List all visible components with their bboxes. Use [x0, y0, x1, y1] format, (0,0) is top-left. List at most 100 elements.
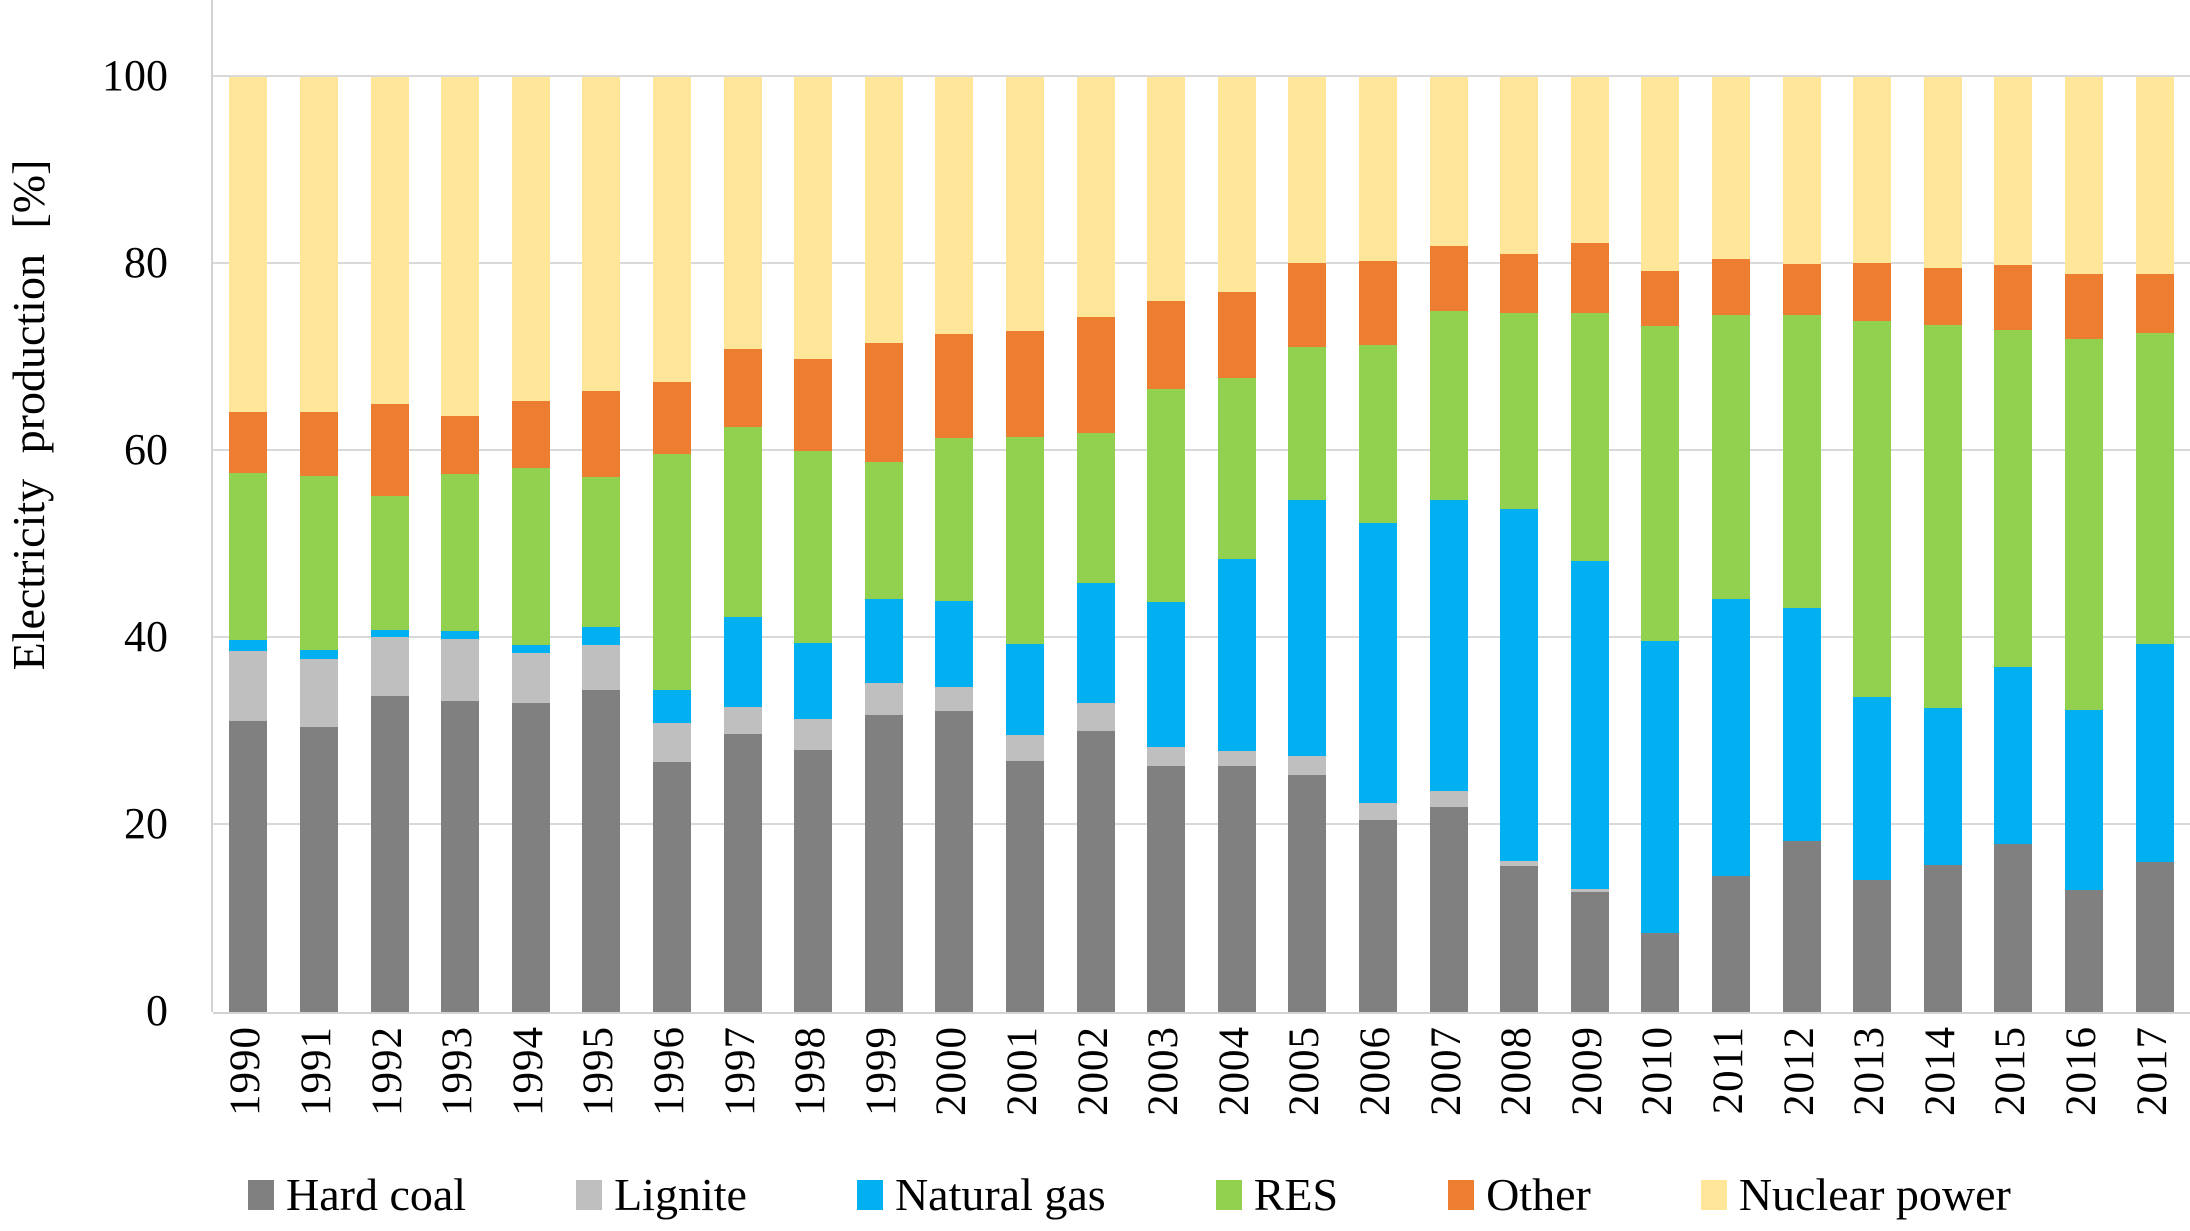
legend-label-other: Other [1486, 1169, 1591, 1220]
segment-hard-coal-2017 [2135, 862, 2174, 1012]
x-tick-label-1994: 1994 [504, 1026, 552, 1116]
bar-2017 [2135, 77, 2174, 1012]
segment-nuclear-power-2015 [1994, 77, 2033, 265]
segment-natural-gas-1999 [864, 598, 903, 683]
segment-nuclear-power-2008 [1500, 77, 1539, 254]
segment-other-2006 [1359, 261, 1398, 346]
plot-area [211, 0, 2190, 1014]
segment-lignite-1999 [864, 682, 903, 715]
x-tick-label-2002: 2002 [1069, 1026, 1117, 1116]
segment-lignite-1990 [229, 651, 268, 722]
legend-item-natural-gas: Natural gas [856, 1169, 1106, 1220]
segment-nuclear-power-2014 [1923, 77, 1962, 268]
segment-res-1994 [511, 467, 550, 645]
bar-2006 [1359, 77, 1398, 1012]
bar-2011 [1712, 77, 1751, 1012]
segment-hard-coal-1997 [723, 734, 762, 1012]
segment-nuclear-power-1994 [511, 77, 550, 401]
gridline-40 [213, 636, 2190, 638]
x-tick-label-2008: 2008 [1493, 1026, 1541, 1116]
segment-nuclear-power-1997 [723, 77, 762, 350]
segment-nuclear-power-2000 [935, 77, 974, 335]
bar-1994 [511, 77, 550, 1012]
segment-res-1998 [794, 451, 833, 643]
x-tick-label-2003: 2003 [1140, 1026, 1188, 1116]
segment-res-2007 [1429, 310, 1468, 500]
segment-res-2014 [1923, 324, 1962, 709]
segment-other-2008 [1500, 253, 1539, 313]
bar-2008 [1500, 77, 1539, 1012]
segment-res-1992 [370, 495, 409, 630]
segment-natural-gas-2008 [1500, 508, 1539, 862]
legend-label-nuclear-power: Nuclear power [1738, 1169, 2011, 1220]
x-axis-line [213, 1012, 2190, 1014]
segment-hard-coal-1992 [370, 695, 409, 1012]
segment-hard-coal-2002 [1076, 730, 1115, 1012]
segment-hard-coal-2007 [1429, 807, 1468, 1012]
segment-hard-coal-2009 [1570, 892, 1609, 1012]
legend: Hard coal Lignite Natural gas RES Other Nucle… [248, 1172, 2011, 1218]
segment-res-2000 [935, 437, 974, 601]
x-tick-label-1995: 1995 [575, 1026, 623, 1116]
segment-other-1995 [582, 391, 621, 478]
segment-lignite-2002 [1076, 703, 1115, 731]
x-tick-label-1992: 1992 [363, 1026, 411, 1116]
segment-res-2016 [2065, 338, 2104, 710]
bar-1995 [582, 77, 621, 1012]
segment-other-1997 [723, 349, 762, 427]
segment-hard-coal-1998 [794, 750, 833, 1012]
segment-nuclear-power-1995 [582, 77, 621, 392]
segment-lignite-2003 [1147, 747, 1186, 767]
segment-lignite-1993 [441, 638, 480, 701]
segment-other-2005 [1288, 263, 1327, 348]
segment-natural-gas-2014 [1923, 708, 1962, 866]
segment-other-2002 [1076, 317, 1115, 434]
segment-natural-gas-1998 [794, 642, 833, 720]
segment-hard-coal-2015 [1994, 843, 2033, 1012]
legend-item-other: Other [1448, 1172, 1591, 1218]
y-axis-title: Electricity production [%] [3, 159, 54, 671]
segment-lignite-2006 [1359, 802, 1398, 821]
segment-hard-coal-2011 [1712, 875, 1751, 1012]
legend-swatch-other [1448, 1180, 1475, 1210]
segment-res-2001 [1005, 437, 1044, 644]
x-tick-label-1996: 1996 [645, 1026, 693, 1116]
segment-hard-coal-2012 [1782, 840, 1821, 1012]
segment-res-2003 [1147, 389, 1186, 602]
segment-hard-coal-2005 [1288, 774, 1327, 1012]
y-tick-label-0: 0 [146, 986, 168, 1036]
segment-lignite-2008 [1500, 861, 1539, 867]
segment-nuclear-power-2002 [1076, 77, 1115, 318]
legend-label-natural-gas: Natural gas [894, 1169, 1106, 1220]
segment-other-2015 [1994, 264, 2033, 331]
x-tick-label-2010: 2010 [1634, 1026, 1682, 1116]
segment-other-1993 [441, 415, 480, 475]
bar-2014 [1923, 77, 1962, 1012]
segment-other-2003 [1147, 301, 1186, 390]
legend-label-hard-coal: Hard coal [286, 1169, 467, 1220]
segment-res-2009 [1570, 312, 1609, 562]
segment-hard-coal-2006 [1359, 820, 1398, 1012]
segment-natural-gas-2011 [1712, 598, 1751, 876]
segment-res-1995 [582, 477, 621, 627]
segment-natural-gas-2012 [1782, 608, 1821, 841]
segment-natural-gas-2002 [1076, 582, 1115, 704]
segment-other-1998 [794, 359, 833, 452]
gridline-60 [213, 449, 2190, 451]
segment-lignite-1992 [370, 637, 409, 696]
gridline-100 [213, 75, 2190, 77]
segment-res-1990 [229, 473, 268, 640]
segment-nuclear-power-1993 [441, 77, 480, 416]
segment-other-2004 [1217, 292, 1256, 379]
segment-res-2005 [1288, 347, 1327, 500]
segment-other-1999 [864, 342, 903, 463]
segment-natural-gas-1996 [652, 690, 691, 724]
segment-nuclear-power-2011 [1712, 77, 1751, 260]
bar-1998 [794, 77, 833, 1012]
bar-1991 [299, 77, 338, 1012]
legend-swatch-lignite [576, 1180, 603, 1210]
segment-natural-gas-1992 [370, 629, 409, 638]
segment-hard-coal-2008 [1500, 866, 1539, 1012]
bar-2004 [1217, 77, 1256, 1012]
